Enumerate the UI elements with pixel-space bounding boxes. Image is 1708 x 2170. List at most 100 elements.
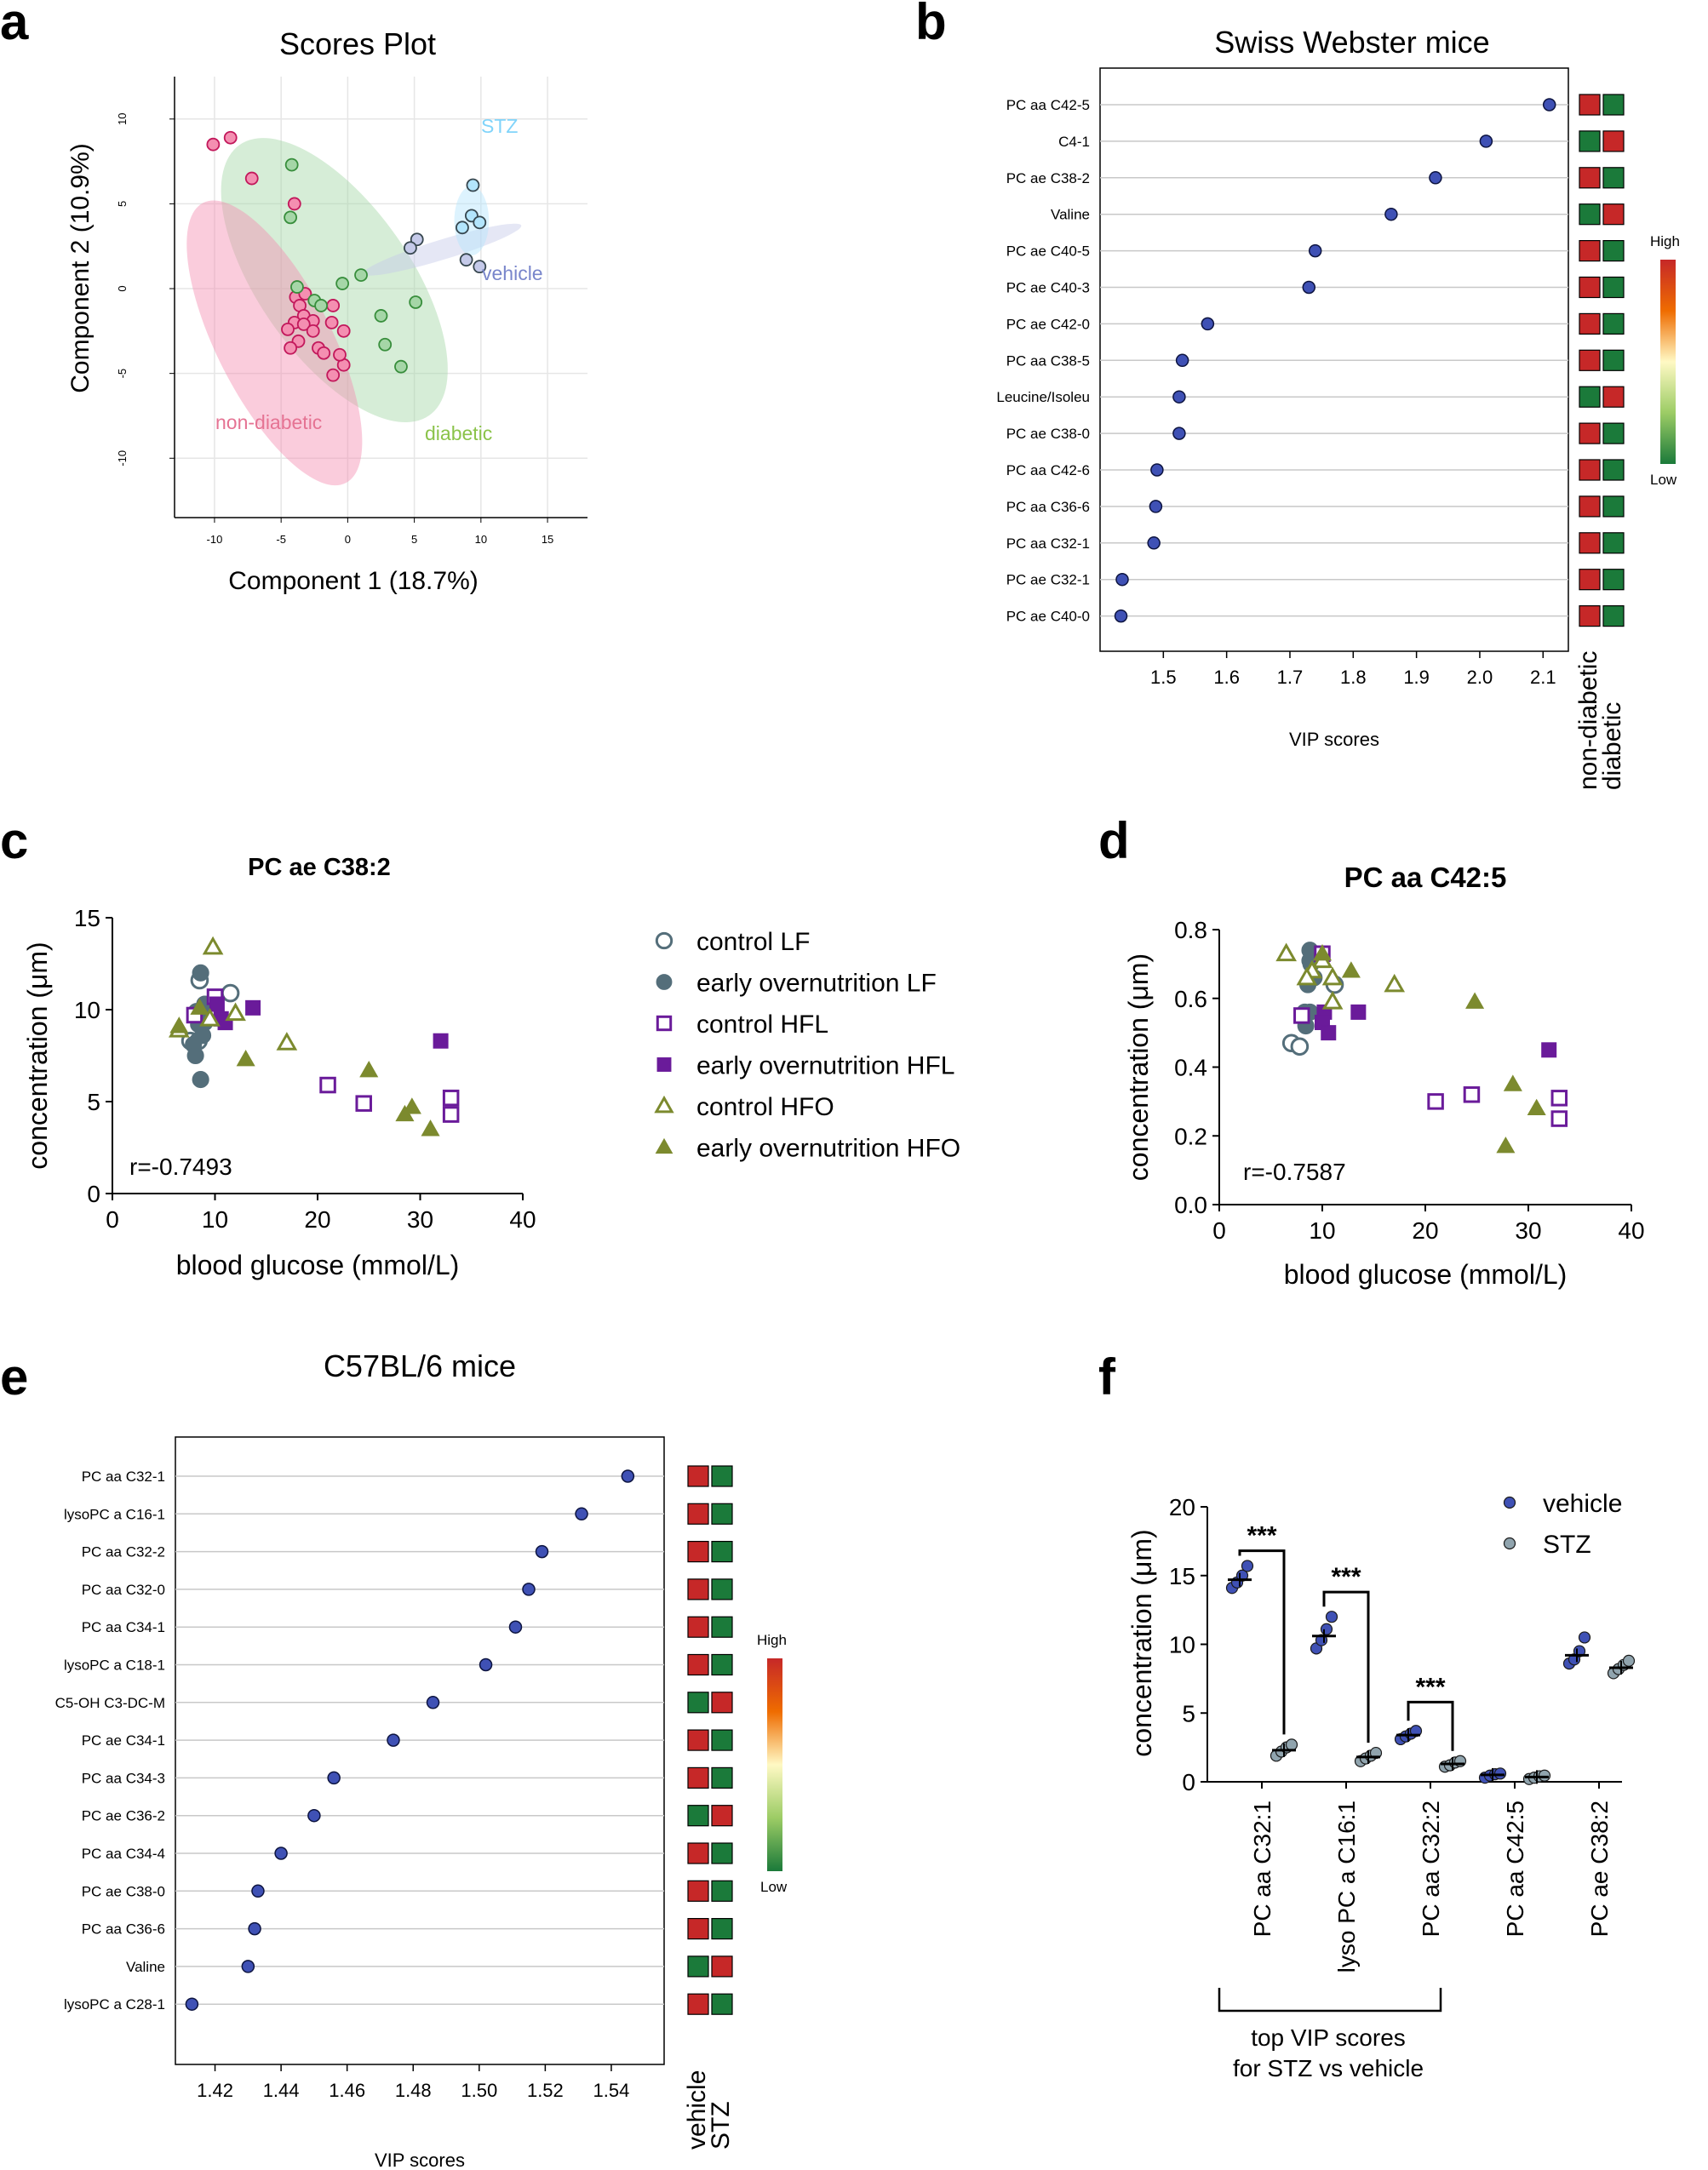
vip-point (1201, 317, 1215, 331)
category-label: C5-OH C3-DC-M (55, 1695, 165, 1711)
heatmap-cell-non-diabetic (1579, 130, 1601, 152)
data-point-non-diabetic (287, 197, 301, 211)
data-point-control-HFL (319, 1076, 336, 1094)
vip-point (621, 1469, 635, 1483)
data-point-vehicle (1493, 1767, 1507, 1780)
data-point-diabetic (409, 295, 423, 309)
vip-point (1542, 98, 1556, 112)
pc-ae-c38-2-panel: PC ae C38:2 0 10 20 30 40 0 5 10 15 blood glucose … (22, 854, 960, 1280)
legend-label: control LF (696, 928, 810, 956)
data-point-control-HFL (1463, 1086, 1481, 1103)
heatmap-cell-STZ (711, 1842, 733, 1864)
category-label: PC aa C38-5 (1006, 352, 1090, 369)
heatmap-cell-STZ (711, 1578, 733, 1600)
vip-point (1429, 171, 1442, 185)
y-tick-label: 5 (116, 201, 129, 207)
significance-stars: *** (1331, 1563, 1361, 1591)
vip-point (387, 1733, 400, 1747)
heatmap-cell-diabetic (1602, 167, 1625, 189)
heatmap-cell-STZ (711, 1955, 733, 1978)
data-point-diabetic (290, 280, 304, 294)
data-point-control-LF (1290, 1037, 1310, 1056)
data-point-non-diabetic (306, 323, 320, 338)
y-tick-label: 5 (1182, 1700, 1195, 1726)
category-label: PC aa C42-6 (1006, 462, 1090, 478)
x-tick-label: 1.46 (329, 2080, 365, 2101)
heatmap-cell-vehicle (687, 1805, 709, 1827)
data-point-control-HFL (1550, 1090, 1568, 1107)
data-point-STZ (473, 215, 487, 230)
data-point-diabetic (314, 299, 328, 312)
heatmap-cell-STZ (711, 1766, 733, 1789)
heatmap-cell-vehicle (687, 1540, 709, 1563)
group-ellipse-diabetic (221, 138, 448, 423)
plot-frame (1099, 67, 1569, 652)
heatmap-cell-non-diabetic (1579, 532, 1601, 554)
vip-point (241, 1960, 255, 1973)
data-point-control-HFO (225, 1002, 246, 1022)
legend-marker (656, 1015, 673, 1032)
x-tick-label: 20 (1412, 1217, 1438, 1244)
heatmap-cell-non-diabetic (1579, 422, 1601, 444)
heatmap-cell-vehicle (687, 1918, 709, 1940)
heatmap-cell-STZ (711, 1729, 733, 1751)
concentration-dotplot-panel: 0 5 10 15 20 concentration (μm) PC aa C32:1 lys… (1126, 1490, 1636, 2081)
x-tick-label: 5 (411, 533, 417, 546)
data-point-control-HFO (199, 1008, 221, 1027)
category-label: PC aa C32-1 (82, 1469, 165, 1485)
correlation-annotation: r=-0.7493 (129, 1154, 232, 1180)
data-point-vehicle (1409, 1725, 1423, 1738)
heatmap-cell-diabetic (1602, 349, 1625, 371)
heatmap-cell-diabetic (1602, 130, 1625, 152)
x-tick-label: PC ae C38:2 (1586, 1801, 1613, 1937)
category-label: Leucine/Isoleu (996, 389, 1090, 405)
data-point-non-diabetic (296, 317, 311, 331)
data-point-control-HFO (1321, 991, 1344, 1010)
legend-marker (655, 1137, 673, 1154)
top-vip-bracket (1218, 1988, 1442, 2013)
data-point-vehicle (1320, 1623, 1333, 1635)
data-point-control-HFL (1427, 1093, 1444, 1110)
x-axis-label: Component 1 (18.7%) (228, 567, 479, 595)
heatmap-cell-vehicle (687, 1465, 709, 1487)
data-point-early-overnutrition-HFO (1341, 961, 1361, 978)
data-point-STZ (1622, 1654, 1636, 1667)
data-point-diabetic (374, 309, 388, 323)
y-axis-label: concentration (μm) (1123, 953, 1154, 1181)
x-axis-label: blood glucose (mmol/L) (1284, 1259, 1568, 1290)
category-label: PC ae C40-3 (1006, 280, 1090, 296)
legend-label: control HFL (696, 1011, 828, 1039)
vip-point (1302, 280, 1316, 295)
heatmap-cell-diabetic (1602, 495, 1625, 518)
panel-letter-e: e (0, 1348, 28, 1406)
data-point-early-overnutrition-HFO (421, 1119, 440, 1137)
heatmap-cell-diabetic (1602, 459, 1625, 481)
colorbar-low-label: Low (1650, 472, 1677, 488)
heatmap-cell-STZ (711, 1692, 733, 1714)
data-point-early-overnutrition-HFO (359, 1061, 379, 1078)
legend-marker (655, 931, 673, 950)
chart-title: PC ae C38:2 (248, 854, 391, 881)
chart-title: Swiss Webster mice (1214, 25, 1489, 60)
category-label: PC ae C36-2 (82, 1808, 165, 1824)
heatmap-cell-STZ (711, 1805, 733, 1827)
scores-plot-panel: Scores Plot -10 -5 0 5 10 15 -10 -5 0 5 10 Component… (66, 26, 587, 595)
significance-bracket (1238, 1549, 1286, 1735)
x-tick-label: 30 (407, 1206, 433, 1233)
data-point-vehicle (404, 241, 417, 255)
category-label: lysoPC a C18-1 (64, 1658, 165, 1674)
category-label: lysoPC a C16-1 (64, 1506, 165, 1522)
data-point-early-overnutrition-HFO (1465, 992, 1485, 1009)
x-tick-label: 1.52 (527, 2080, 564, 2101)
x-tick-label: 0 (1212, 1217, 1226, 1244)
data-point-vehicle (473, 260, 487, 274)
heatmap-cell-non-diabetic (1579, 569, 1601, 591)
x-tick-label: 10 (475, 533, 487, 546)
heatmap-cell-vehicle (687, 1653, 709, 1676)
data-point-STZ (1369, 1746, 1383, 1760)
data-point-control-HFO (202, 936, 224, 955)
panel-letter-d: d (1098, 812, 1130, 869)
x-tick-label: 1.6 (1213, 667, 1240, 688)
x-tick-label: 10 (202, 1206, 228, 1233)
data-point-non-diabetic (244, 171, 259, 186)
